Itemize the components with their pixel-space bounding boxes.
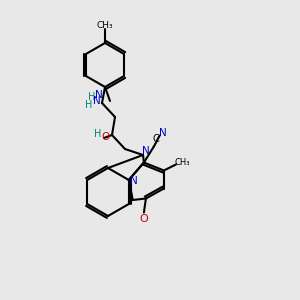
Text: CH₃: CH₃	[97, 20, 113, 29]
Text: H: H	[85, 100, 93, 110]
Text: H: H	[88, 92, 96, 102]
Text: CH₃: CH₃	[174, 158, 190, 167]
Text: N: N	[130, 176, 138, 186]
Text: N: N	[95, 90, 103, 100]
Text: N: N	[159, 128, 167, 137]
Text: O: O	[101, 132, 109, 142]
Text: C: C	[152, 134, 159, 145]
Text: H: H	[94, 129, 102, 139]
Text: N: N	[142, 146, 150, 156]
Text: O: O	[140, 214, 148, 224]
Text: N: N	[93, 96, 101, 106]
